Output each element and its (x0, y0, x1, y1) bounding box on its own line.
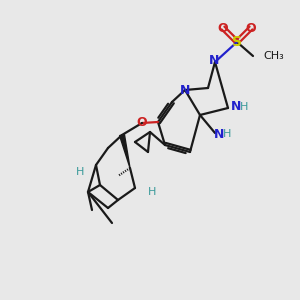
Text: O: O (137, 116, 147, 130)
Text: H: H (240, 102, 248, 112)
Text: O: O (218, 22, 228, 34)
Text: H: H (223, 129, 231, 139)
Text: H: H (148, 187, 156, 197)
Text: S: S (232, 35, 242, 49)
Text: N: N (209, 53, 219, 67)
Text: N: N (180, 83, 190, 97)
Text: N: N (231, 100, 241, 113)
Text: N: N (214, 128, 224, 140)
Text: CH₃: CH₃ (263, 51, 284, 61)
Polygon shape (120, 134, 130, 168)
Text: H: H (76, 167, 84, 177)
Text: O: O (246, 22, 256, 34)
